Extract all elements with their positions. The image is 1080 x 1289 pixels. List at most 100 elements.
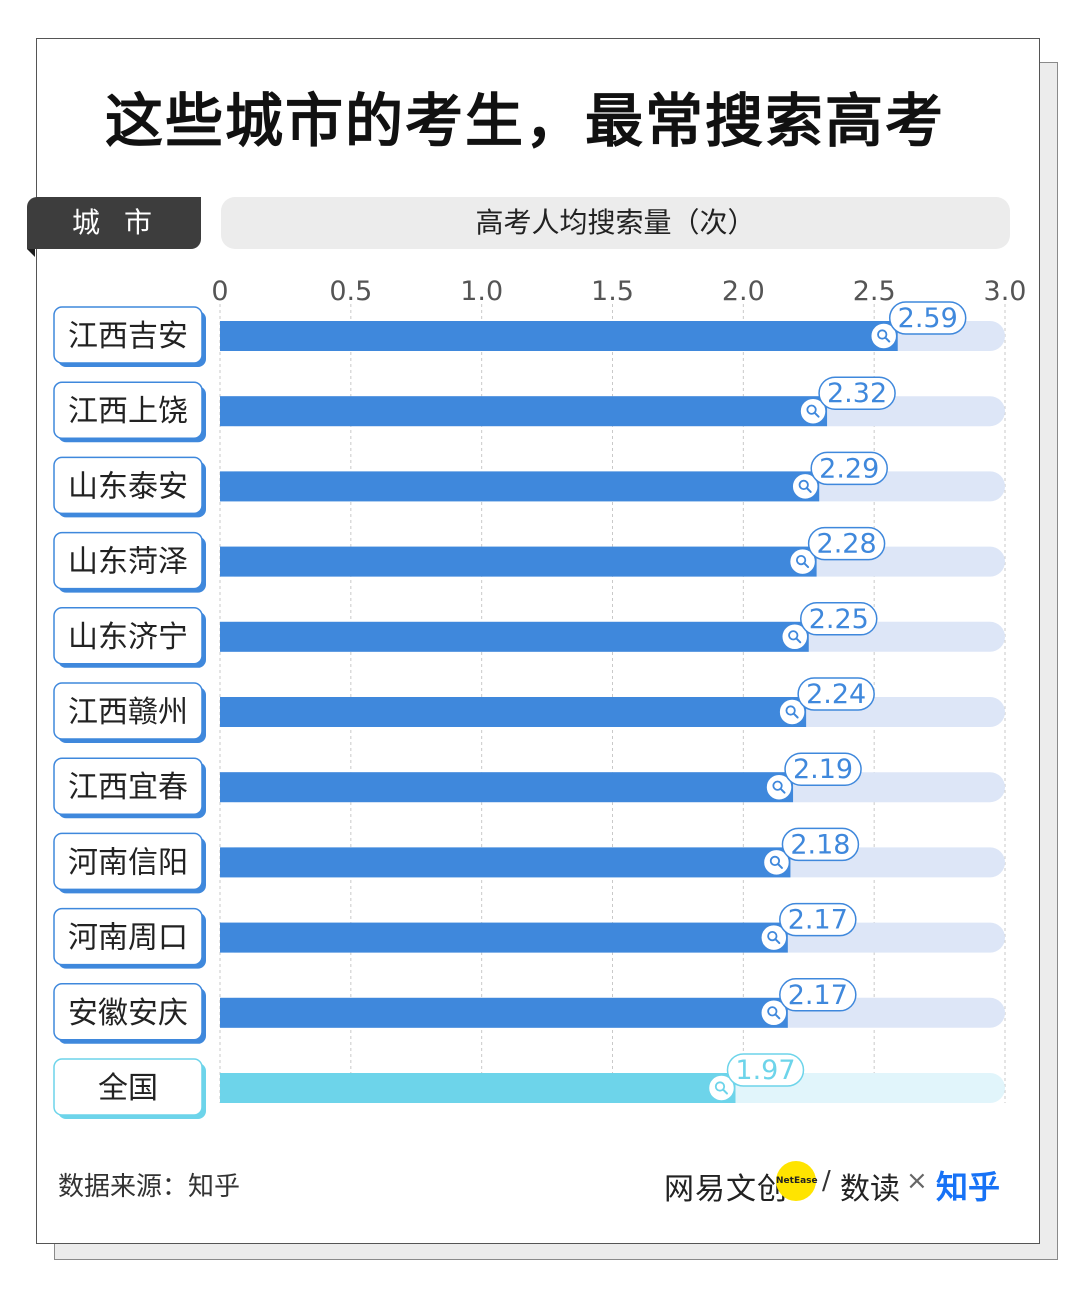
city-column-header: 城市: [27, 197, 201, 249]
city-label: 河南周口: [68, 921, 188, 956]
value-bubble: [784, 752, 862, 786]
city-label-box: [53, 983, 203, 1041]
search-icon: [869, 322, 898, 350]
search-icon-lens: [767, 1006, 778, 1017]
bar: [220, 997, 788, 1028]
bar: [220, 847, 791, 878]
bar: [220, 471, 820, 502]
search-icon-lens: [785, 705, 796, 716]
value-bubble: [781, 827, 860, 862]
bar: [220, 697, 807, 727]
data-source: 数据来源：知乎: [58, 1172, 241, 1202]
bar: [220, 621, 809, 652]
value-bubble: [779, 978, 857, 1012]
x-tick-label: 1.5: [591, 276, 634, 307]
value-label: 2.17: [788, 905, 848, 936]
city-label: 江西赣州: [68, 695, 188, 730]
search-icon-lens: [798, 479, 809, 490]
search-icon-handle: [792, 712, 799, 719]
search-icon-handle: [777, 863, 783, 869]
city-label: 山东菏泽: [68, 545, 188, 580]
brand-shudu: 数读: [840, 1172, 900, 1207]
bar: [220, 321, 898, 351]
netease-logo-icon: NetEase: [776, 1161, 818, 1201]
value-label: 2.29: [819, 453, 879, 484]
search-icon-lens: [877, 329, 888, 340]
search-icon-handle: [774, 1013, 781, 1020]
value-label: 2.19: [793, 754, 853, 785]
value-label: 1.97: [735, 1055, 795, 1086]
bar: [220, 396, 828, 427]
city-label: 山东济宁: [68, 620, 188, 655]
search-icon: [799, 397, 827, 425]
search-icon-lens: [788, 630, 799, 641]
chart-title: 这些城市的考生，最常搜索高考: [104, 87, 945, 155]
city-label-box: [53, 1058, 203, 1116]
city-label-box: [53, 456, 203, 515]
city-label-box: [53, 682, 203, 740]
value-bubble: [779, 902, 857, 937]
city-label-box: [53, 832, 203, 891]
value-label: 2.18: [790, 829, 850, 860]
search-icon-lens: [772, 780, 783, 791]
x-tick-label: 0.5: [329, 276, 372, 307]
x-tick-label: 2.5: [853, 276, 896, 307]
search-icon: [791, 472, 819, 501]
value-label: 2.25: [809, 604, 869, 635]
city-label: 江西上饶: [68, 394, 188, 429]
search-icon: [788, 547, 817, 576]
search-icon-handle: [813, 411, 820, 418]
value-column-header: 高考人均搜索量（次）: [221, 197, 1010, 249]
value-bubble: [726, 1053, 805, 1087]
city-label: 江西吉安: [68, 319, 188, 354]
bar: [220, 772, 794, 803]
value-bubble: [818, 376, 896, 410]
search-icon: [781, 623, 809, 651]
brand-zhihu: 知乎: [936, 1168, 1001, 1206]
brand-netease: 网易文创: [664, 1172, 788, 1207]
brand-times: ×: [906, 1166, 928, 1196]
search-icon-handle: [803, 562, 810, 569]
value-bubble: [797, 677, 875, 711]
value-label: 2.17: [788, 980, 848, 1011]
city-label-box: [53, 757, 203, 815]
value-bubble: [800, 602, 878, 636]
search-icon: [707, 1074, 736, 1102]
x-tick-label: 3.0: [984, 276, 1027, 307]
value-bubble: [807, 526, 886, 561]
bar: [220, 546, 817, 577]
search-icon: [765, 773, 793, 801]
city-label: 河南信阳: [68, 845, 188, 880]
value-bubble: [888, 301, 967, 335]
x-tick-label: 0: [211, 276, 228, 307]
search-icon-handle: [779, 787, 786, 794]
search-icon-handle: [805, 487, 812, 493]
search-icon-lens: [795, 554, 807, 566]
value-label: 2.32: [827, 378, 887, 409]
value-label: 2.24: [806, 679, 866, 710]
search-icon-lens: [806, 404, 817, 415]
value-label: 2.59: [898, 303, 958, 334]
search-icon-handle: [722, 1088, 728, 1095]
search-icon-lens: [769, 855, 781, 867]
city-label: 江西宜春: [68, 770, 188, 805]
city-label: 山东泰安: [68, 469, 188, 504]
brand-footer: 网易文创 NetEase / 数读 × 知乎: [664, 1160, 1014, 1207]
search-icon-lens: [767, 930, 778, 942]
city-label-box: [53, 907, 203, 966]
city-label-box: [53, 531, 203, 590]
city-tab-fold: [27, 249, 35, 257]
city-label-box: [53, 381, 203, 439]
search-icon: [760, 923, 788, 952]
value-bubble: [810, 451, 888, 486]
search-icon-handle: [884, 336, 891, 343]
search-icon: [762, 848, 791, 877]
city-label-box: [53, 306, 203, 364]
search-icon-lens: [714, 1081, 726, 1092]
bar: [220, 1073, 736, 1103]
search-icon-handle: [795, 637, 802, 644]
city-label: 安徽安庆: [68, 996, 188, 1031]
x-tick-label: 1.0: [460, 276, 503, 307]
x-tick-label: 2.0: [722, 276, 765, 307]
